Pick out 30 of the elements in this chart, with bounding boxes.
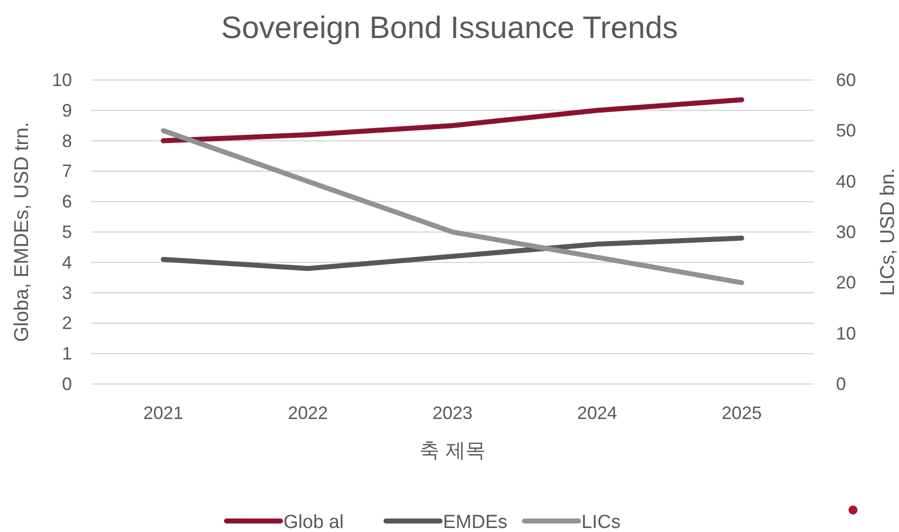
- x-tick-label: 2023: [432, 403, 473, 423]
- y-tick-label: 9: [62, 100, 72, 120]
- y-tick-label: 1: [62, 344, 72, 364]
- y-axis-title: Globa, EMDEs, USD trn.: [11, 122, 33, 342]
- y-tick-label: 6: [62, 192, 72, 212]
- legend-label: EMDEs: [443, 512, 508, 532]
- y-tick-label: 7: [62, 161, 72, 182]
- y2-tick-label: 30: [836, 222, 856, 242]
- y2-tick-label: 40: [836, 171, 856, 192]
- legend-label: LICs: [582, 512, 621, 532]
- y-tick-label: 4: [62, 252, 72, 272]
- y2-tick-label: 60: [836, 70, 856, 90]
- legend-label: Glob al: [284, 512, 344, 532]
- y-tick-label: 8: [62, 130, 72, 151]
- y-tick-label: 5: [62, 222, 72, 242]
- chart-title: Sovereign Bond Issuance Trends: [221, 10, 678, 45]
- y-tick-label: 3: [62, 282, 72, 303]
- y2-tick-label: 0: [836, 374, 846, 394]
- y-tick-label: 10: [52, 70, 72, 90]
- y2-axis-title: LICs, USD bn.: [877, 168, 899, 296]
- y2-tick-label: 50: [836, 120, 856, 141]
- x-axis-title: 축 제목: [420, 440, 486, 462]
- x-tick-label: 2024: [577, 403, 618, 423]
- y2-tick-label: 20: [836, 272, 856, 293]
- x-tick-label: 2021: [143, 403, 184, 423]
- x-tick-label: 2025: [722, 403, 762, 423]
- y-tick-label: 2: [62, 313, 72, 334]
- y2-tick-label: 10: [836, 323, 856, 344]
- y-tick-label: 0: [62, 374, 72, 394]
- x-tick-label: 2022: [288, 403, 328, 423]
